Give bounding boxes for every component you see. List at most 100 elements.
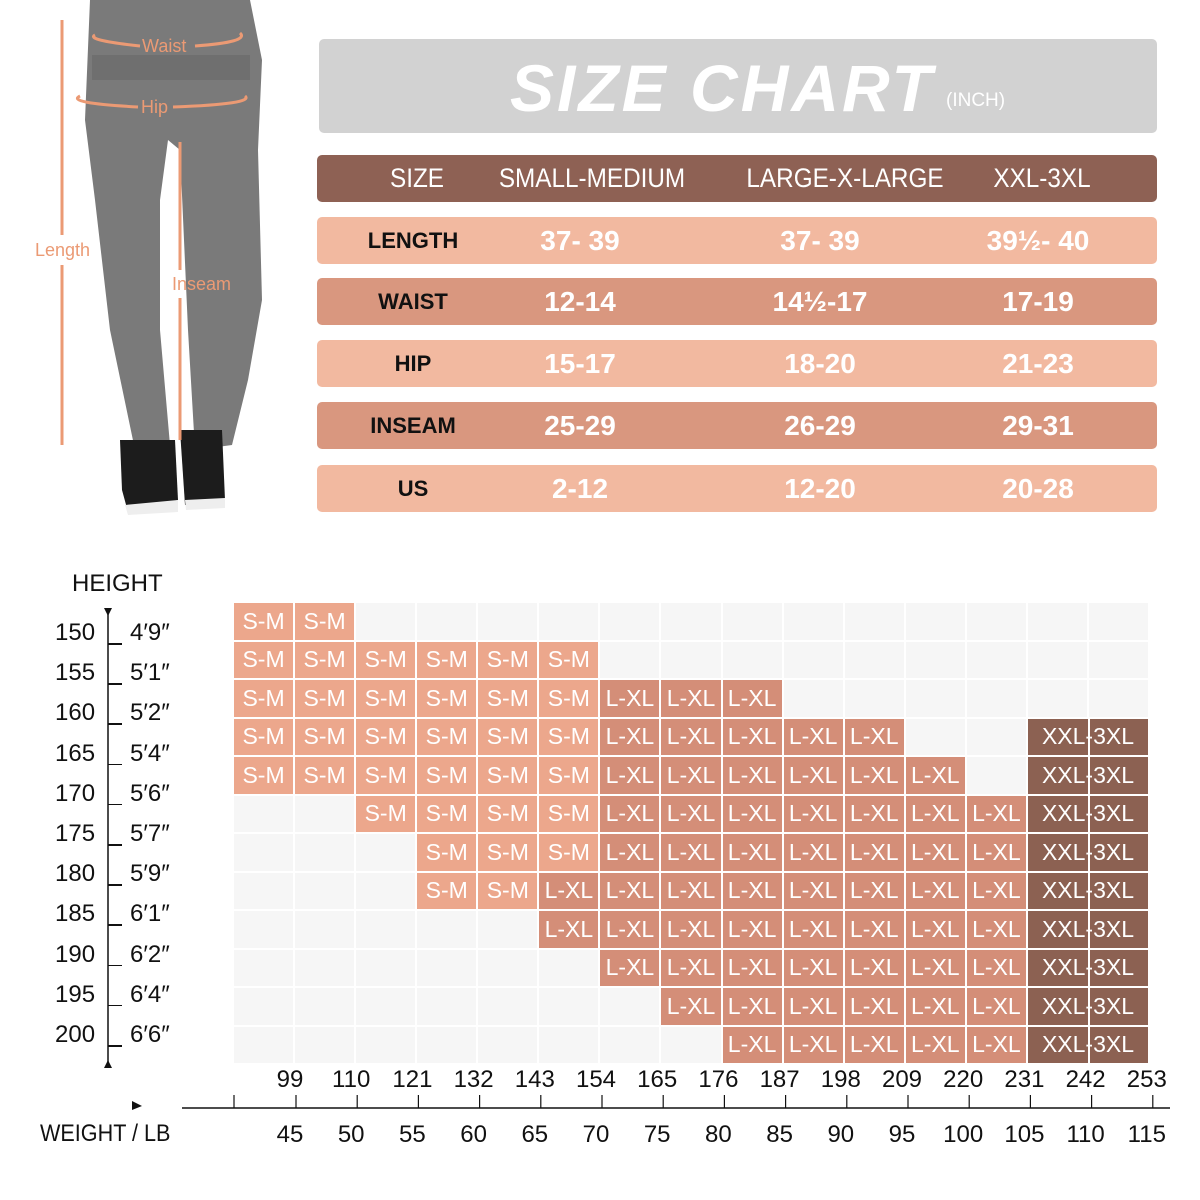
row-value: 26-29 <box>784 409 856 441</box>
cell-divider <box>1087 757 1090 794</box>
empty-cell <box>234 872 294 909</box>
height-ft-label: 6′2″ <box>130 940 170 968</box>
height-cm-label: 155 <box>55 659 96 687</box>
empty-cell <box>478 911 538 948</box>
row-value: 37- 39 <box>780 224 860 256</box>
size-cell-l-xl: L-XL <box>966 834 1026 871</box>
height-ft-label: 4′9″ <box>130 619 170 646</box>
size-cell-xxl-3xl: XXL-3XL <box>1027 834 1149 871</box>
size-cell-l-xl: L-XL <box>905 988 965 1025</box>
height-cm-label: 190 <box>55 940 96 968</box>
size-cell-l-xl: L-XL <box>783 834 843 871</box>
height-cm-label: 200 <box>55 1021 96 1048</box>
size-cell-l-xl: L-XL <box>966 1026 1026 1063</box>
size-cell-s-m: S-M <box>478 795 538 832</box>
size-cell-xxl-3xl: XXL-3XL <box>1027 872 1149 909</box>
size-cell-l-xl: L-XL <box>844 718 904 755</box>
size-cell-xxl-3xl: XXL-3XL <box>1027 1026 1149 1063</box>
cell-divider <box>1087 872 1090 909</box>
weight-kg-label: 55 <box>399 1121 426 1148</box>
size-cell-l-xl: L-XL <box>722 911 782 948</box>
header-cell: SIZE <box>389 163 445 193</box>
row-label: LENGTH <box>367 227 459 253</box>
cell-divider <box>1087 988 1090 1025</box>
height-ft-label: 5′6″ <box>130 779 170 807</box>
size-cell-s-m: S-M <box>417 641 477 678</box>
empty-cell <box>844 680 904 717</box>
size-cell-xxl-3xl: XXL-3XL <box>1027 911 1149 948</box>
size-cell-l-xl: L-XL <box>661 718 721 755</box>
empty-cell <box>600 641 660 678</box>
size-cell-l-xl: L-XL <box>722 834 782 871</box>
size-cell-l-xl: L-XL <box>661 757 721 794</box>
height-tick <box>108 763 122 766</box>
header-cell: XXL-3XL <box>993 163 1091 193</box>
weight-kg-label: 105 <box>1004 1121 1045 1148</box>
size-cell-l-xl: L-XL <box>600 680 660 717</box>
empty-cell <box>478 988 538 1025</box>
weight-kg-label: 80 <box>705 1121 732 1148</box>
height-axis-line <box>104 608 112 1068</box>
size-cell-s-m: S-M <box>478 641 538 678</box>
size-cell-l-xl: L-XL <box>539 872 599 909</box>
empty-cell <box>356 949 416 986</box>
empty-cell <box>1088 680 1149 717</box>
weight-lb-label: 143 <box>514 1066 555 1093</box>
row-value: 17-19 <box>1002 285 1074 317</box>
size-cell-l-xl: L-XL <box>600 718 660 755</box>
size-cell-l-xl: L-XL <box>722 872 782 909</box>
weight-lb-label: 220 <box>943 1066 984 1093</box>
empty-cell <box>966 680 1026 717</box>
empty-cell <box>905 641 965 678</box>
height-ft-label: 6′4″ <box>130 980 170 1008</box>
weight-kg-label: 70 <box>582 1121 610 1148</box>
length-label: Length <box>35 240 91 260</box>
size-cell-l-xl: L-XL <box>905 949 965 986</box>
size-cell-l-xl: L-XL <box>600 795 660 832</box>
weight-lb-label: 165 <box>637 1066 678 1093</box>
size-cell-xxl-3xl: XXL-3XL <box>1027 757 1149 794</box>
size-cell-s-m: S-M <box>234 757 294 794</box>
size-cell-l-xl: L-XL <box>783 718 843 755</box>
empty-cell <box>295 834 355 871</box>
empty-cell <box>295 1026 355 1063</box>
cell-divider <box>1087 795 1090 832</box>
empty-cell <box>234 911 294 948</box>
row-value: 18-20 <box>784 347 856 379</box>
size-cell-s-m: S-M <box>539 680 599 717</box>
size-cell-l-xl: L-XL <box>905 834 965 871</box>
waist-line-right <box>194 31 243 48</box>
size-cell-s-m: S-M <box>478 680 538 717</box>
empty-cell <box>417 949 477 986</box>
empty-cell <box>234 1026 294 1063</box>
row-value: 21-23 <box>1002 347 1074 379</box>
size-cell-s-m: S-M <box>356 718 416 755</box>
size-cell-l-xl: L-XL <box>600 911 660 948</box>
empty-cell <box>966 641 1026 678</box>
size-cell-l-xl: L-XL <box>722 680 782 717</box>
empty-cell <box>234 795 294 832</box>
size-cell-s-m: S-M <box>234 718 294 755</box>
size-cell-l-xl: L-XL <box>600 757 660 794</box>
height-cm-label: 160 <box>55 699 96 727</box>
size-cell-s-m: S-M <box>234 603 294 640</box>
empty-cell <box>417 1026 477 1063</box>
height-tick <box>108 884 122 886</box>
height-tick <box>108 803 122 806</box>
empty-cell <box>600 988 660 1025</box>
cell-divider <box>1087 718 1090 755</box>
row-label: INSEAM <box>370 412 456 438</box>
weight-axis-title: WEIGHT / LB <box>40 1120 171 1147</box>
height-tick <box>108 683 122 685</box>
size-cell-l-xl: L-XL <box>600 949 660 986</box>
size-table-row-us: US 2-12 12-20 20-28 <box>317 465 1157 512</box>
size-cell-l-xl: L-XL <box>905 911 965 948</box>
empty-cell <box>295 795 355 832</box>
size-cell-l-xl: L-XL <box>600 834 660 871</box>
empty-cell <box>234 988 294 1025</box>
size-cell-xxl-3xl: XXL-3XL <box>1027 718 1149 755</box>
size-cell-s-m: S-M <box>417 872 477 909</box>
size-cell-xxl-3xl: XXL-3XL <box>1027 949 1149 986</box>
size-cell-l-xl: L-XL <box>783 872 843 909</box>
size-cell-l-xl: L-XL <box>722 1026 782 1063</box>
